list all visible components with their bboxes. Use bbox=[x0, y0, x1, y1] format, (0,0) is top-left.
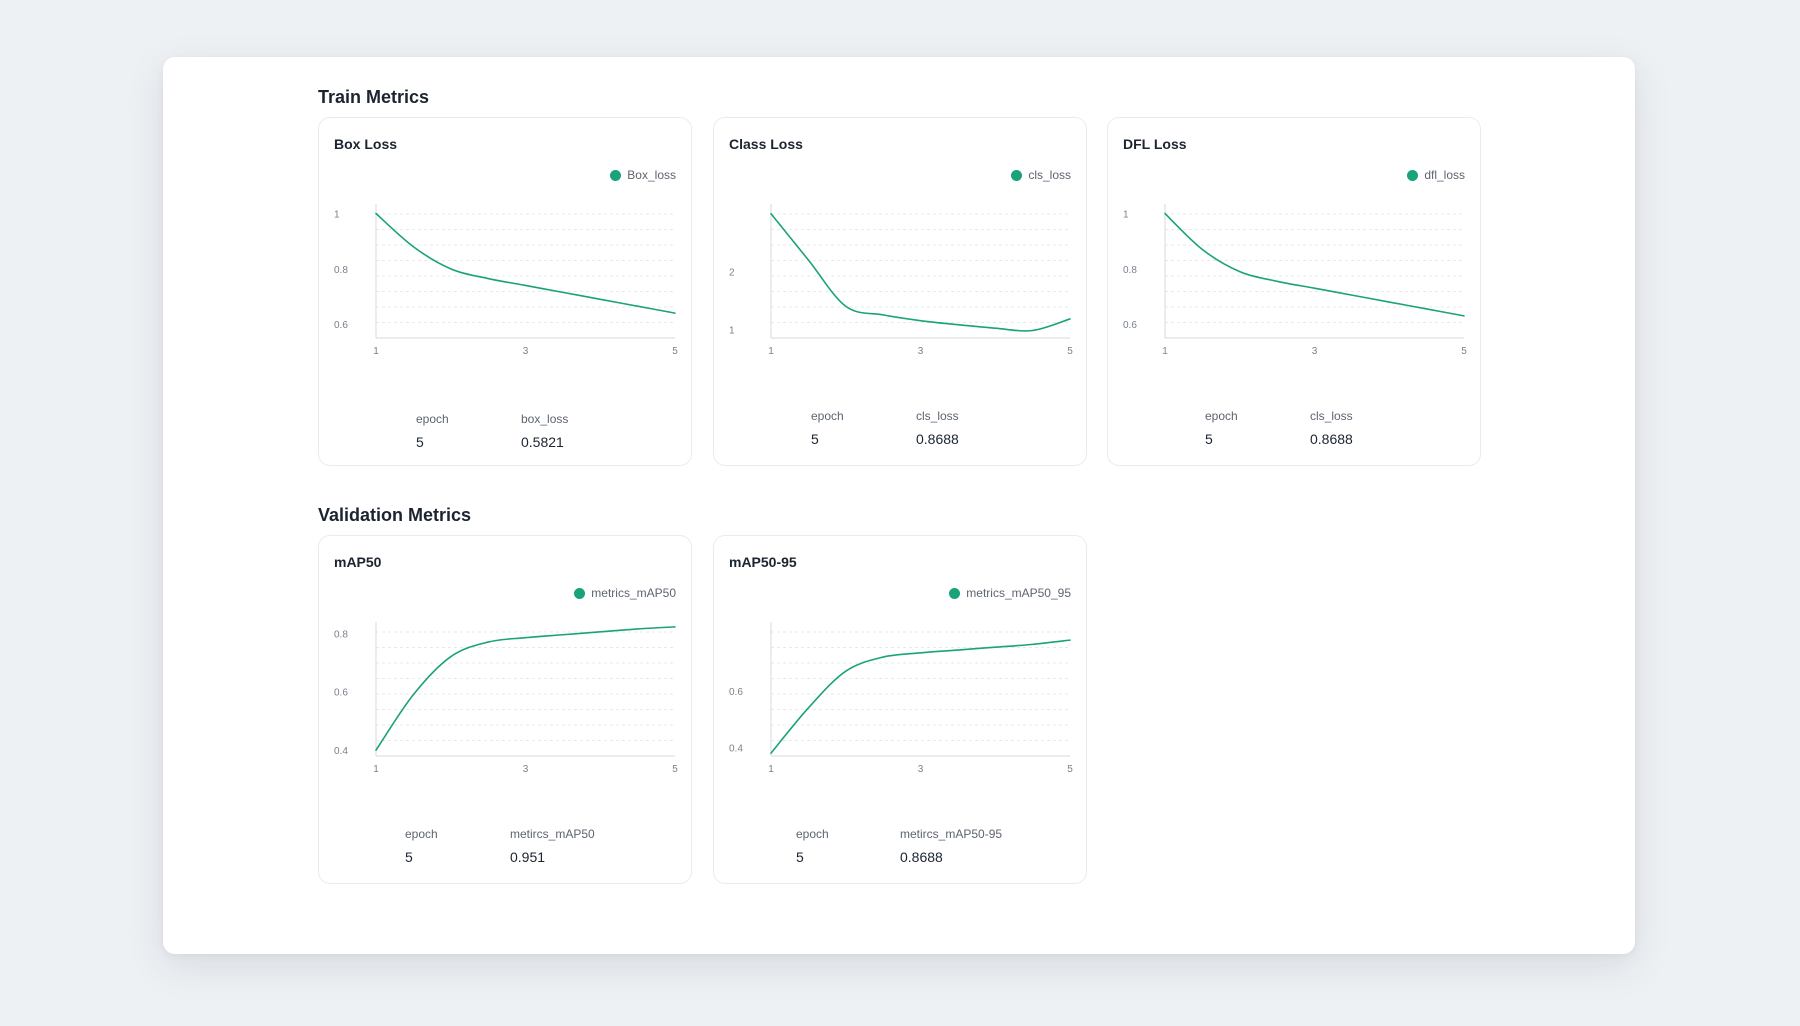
x-tick-label: 3 bbox=[523, 346, 529, 357]
card-title: Class Loss bbox=[729, 136, 803, 152]
stat-value: 0.5821 bbox=[521, 434, 564, 450]
y-tick-label: 0.6 bbox=[334, 320, 348, 331]
epoch-stat: epoch 5 bbox=[405, 827, 438, 865]
legend-label: cls_loss bbox=[1028, 168, 1071, 182]
map50-card: mAP50 metrics_mAP50 0.8 0.6 0.4 1 3 5 epoch 5… bbox=[318, 535, 692, 884]
chart-legend[interactable]: dfl_loss bbox=[1407, 168, 1465, 182]
class-loss-chart: 2 1 1 3 5 bbox=[729, 204, 1073, 357]
epoch-stat: epoch 5 bbox=[796, 827, 829, 865]
stat-label: epoch bbox=[811, 409, 844, 423]
y-tick-label: 0.4 bbox=[334, 746, 348, 757]
y-tick-label: 0.6 bbox=[729, 687, 743, 698]
card-title: mAP50 bbox=[334, 554, 382, 570]
legend-dot-icon bbox=[1407, 169, 1419, 181]
y-tick-label: 1 bbox=[729, 325, 735, 336]
y-tick-label: 0.8 bbox=[334, 265, 348, 276]
class-loss-card: Class Loss cls_loss 2 1 1 3 5 epoch 5 cls_lo… bbox=[713, 117, 1087, 466]
x-tick-label: 3 bbox=[918, 764, 924, 775]
stat-value: 5 bbox=[416, 434, 424, 450]
y-tick-label: 0.4 bbox=[729, 744, 743, 755]
box-loss-card: Box Loss Box_loss 1 0.8 0.6 1 3 5 epoch 5 box… bbox=[318, 117, 692, 466]
y-tick-label: 0.6 bbox=[1123, 320, 1137, 331]
legend-label: Box_loss bbox=[627, 168, 676, 182]
legend-dot-icon bbox=[574, 587, 586, 599]
x-tick-label: 1 bbox=[373, 764, 379, 775]
series-line bbox=[1164, 212, 1465, 317]
x-tick-label: 5 bbox=[1067, 764, 1073, 775]
x-tick-label: 3 bbox=[523, 764, 529, 775]
x-tick-label: 3 bbox=[918, 346, 924, 357]
map50-chart: 0.8 0.6 0.4 1 3 5 bbox=[334, 622, 678, 775]
metric-stat: metircs_mAP50-95 0.8688 bbox=[900, 827, 1002, 865]
card-title: mAP50-95 bbox=[729, 554, 797, 570]
y-tick-label: 1 bbox=[334, 210, 340, 221]
card-title: Box Loss bbox=[334, 136, 398, 152]
legend-label: metrics_mAP50 bbox=[591, 586, 676, 600]
card-title: DFL Loss bbox=[1123, 136, 1187, 152]
metric-stat: cls_loss 0.8688 bbox=[1310, 409, 1353, 447]
series-line bbox=[770, 212, 1071, 332]
stat-label: metircs_mAP50 bbox=[510, 827, 595, 841]
validation-metrics-heading: Validation Metrics bbox=[318, 505, 472, 525]
legend-dot-icon bbox=[1011, 169, 1023, 181]
epoch-stat: epoch 5 bbox=[811, 409, 844, 447]
series-line bbox=[375, 212, 676, 314]
stat-value: 5 bbox=[405, 849, 413, 865]
stat-value: 5 bbox=[1205, 431, 1213, 447]
stat-value: 0.8688 bbox=[916, 431, 959, 447]
chart-legend[interactable]: metrics_mAP50_95 bbox=[949, 586, 1071, 600]
x-tick-label: 1 bbox=[373, 346, 379, 357]
map50-95-card: mAP50-95 metrics_mAP50_95 0.6 0.4 1 3 5 epoc… bbox=[713, 535, 1087, 884]
metrics-panel: Train Metrics Validation Metrics Box Los… bbox=[163, 57, 1635, 954]
chart-legend[interactable]: metrics_mAP50 bbox=[574, 586, 676, 600]
stat-label: cls_loss bbox=[1310, 409, 1353, 423]
stat-label: cls_loss bbox=[916, 409, 959, 423]
stat-value: 0.951 bbox=[510, 849, 546, 865]
chart-legend[interactable]: Box_loss bbox=[610, 168, 676, 182]
stat-label: epoch bbox=[416, 412, 449, 426]
x-tick-label: 5 bbox=[1067, 346, 1073, 357]
stat-label: epoch bbox=[796, 827, 829, 841]
x-tick-label: 1 bbox=[768, 764, 774, 775]
y-tick-label: 1 bbox=[1123, 210, 1129, 221]
y-tick-label: 0.6 bbox=[334, 688, 348, 699]
legend-label: metrics_mAP50_95 bbox=[966, 586, 1071, 600]
dfl-loss-card: DFL Loss dfl_loss 1 0.8 0.6 1 3 5 epoch 5 cls… bbox=[1107, 117, 1481, 466]
metric-stat: metircs_mAP50 0.951 bbox=[510, 827, 595, 865]
stat-label: box_loss bbox=[521, 412, 569, 426]
stat-value: 0.8688 bbox=[900, 849, 943, 865]
legend-dot-icon bbox=[610, 169, 622, 181]
metric-stat: cls_loss 0.8688 bbox=[916, 409, 959, 447]
y-tick-label: 2 bbox=[729, 268, 735, 279]
stat-value: 0.8688 bbox=[1310, 431, 1353, 447]
epoch-stat: epoch 5 bbox=[416, 412, 449, 450]
stat-label: metircs_mAP50-95 bbox=[900, 827, 1003, 841]
y-tick-label: 0.8 bbox=[1123, 265, 1137, 276]
x-tick-label: 1 bbox=[768, 346, 774, 357]
series-line bbox=[770, 639, 1071, 754]
x-tick-label: 1 bbox=[1162, 346, 1168, 357]
train-metrics-heading: Train Metrics bbox=[318, 87, 430, 107]
legend-dot-icon bbox=[949, 587, 961, 599]
y-tick-label: 0.8 bbox=[334, 629, 348, 640]
epoch-stat: epoch 5 bbox=[1205, 409, 1238, 447]
dfl-loss-chart: 1 0.8 0.6 1 3 5 bbox=[1123, 204, 1467, 357]
box-loss-chart: 1 0.8 0.6 1 3 5 bbox=[334, 204, 678, 357]
x-tick-label: 5 bbox=[672, 346, 678, 357]
stat-label: epoch bbox=[1205, 409, 1238, 423]
metric-stat: box_loss 0.5821 bbox=[521, 412, 568, 450]
stat-value: 5 bbox=[811, 431, 819, 447]
stat-value: 5 bbox=[796, 849, 804, 865]
map50-95-chart: 0.6 0.4 1 3 5 bbox=[729, 622, 1073, 775]
series-line bbox=[375, 626, 676, 751]
x-tick-label: 5 bbox=[672, 764, 678, 775]
x-tick-label: 3 bbox=[1312, 346, 1318, 357]
legend-label: dfl_loss bbox=[1424, 168, 1465, 182]
stat-label: epoch bbox=[405, 827, 438, 841]
chart-legend[interactable]: cls_loss bbox=[1011, 168, 1071, 182]
x-tick-label: 5 bbox=[1461, 346, 1467, 357]
